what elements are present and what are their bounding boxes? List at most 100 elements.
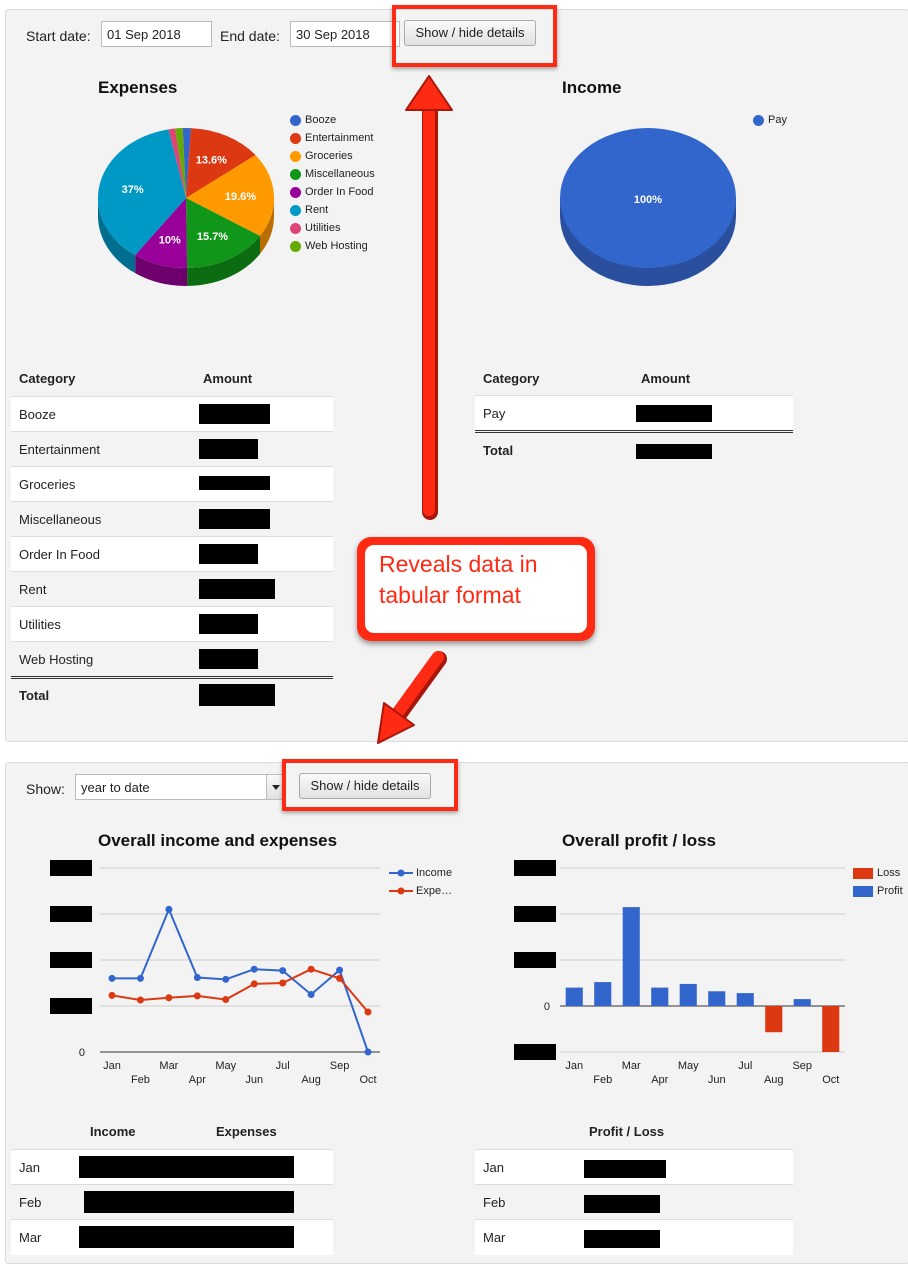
redacted-value [584, 1230, 660, 1248]
start-date-input[interactable]: 01 Sep 2018 [101, 21, 212, 47]
pie-slice [98, 129, 186, 256]
arrow-down-left-icon [377, 651, 447, 744]
redacted-value [199, 579, 275, 599]
income-pie-chart: 100% [560, 128, 736, 286]
legend-item-booze: Booze [290, 114, 336, 126]
legend-label: Rent [305, 204, 329, 216]
bar [736, 993, 754, 1006]
legend-item-miscellaneous: Miscellaneous [290, 168, 375, 180]
bar [679, 983, 697, 1006]
data-point [222, 975, 230, 983]
legend-swatch [290, 240, 301, 252]
x-tick-label: Jul [276, 1060, 290, 1072]
data-point [136, 974, 144, 982]
legend-income: Income [389, 867, 452, 879]
legend-label: Order In Food [305, 186, 374, 198]
pie-slice-side [98, 198, 136, 274]
legend-loss-label: Loss [877, 867, 901, 879]
profit-loss-bar-chart: 0 Jan Feb Mar Apr May Jun Jul Aug Sep Oct [514, 860, 845, 1086]
show-period-label: Show: [26, 781, 65, 797]
data-point [364, 1008, 372, 1016]
bar [765, 1006, 783, 1033]
income-total-separator [475, 430, 793, 433]
x-tick-label: Oct [359, 1074, 376, 1086]
legend-label: Groceries [305, 150, 353, 162]
expenses-row-label: Groceries [19, 477, 76, 492]
expenses-chart-title: Expenses [98, 78, 178, 97]
pie-slice-side [135, 255, 188, 286]
legend-swatch [290, 150, 301, 162]
bar [708, 991, 726, 1006]
end-date-input[interactable]: 30 Sep 2018 [290, 21, 400, 47]
legend-income-swatch [389, 869, 413, 877]
redacted-axis-label [50, 906, 92, 922]
redacted-axis-label [50, 998, 92, 1014]
income-table-header-amount: Amount [641, 371, 691, 386]
legend-label: Utilities [305, 222, 341, 234]
x-tick-label: Jun [245, 1074, 263, 1086]
profit-loss-chart-title: Overall profit / loss [562, 831, 716, 850]
redacted-value [199, 509, 270, 529]
legend-label: Web Hosting [305, 240, 368, 252]
chevron-down-icon[interactable] [266, 775, 285, 799]
pie-slice [168, 128, 186, 198]
table-row: Mar [475, 1219, 793, 1255]
pie-slice [174, 128, 186, 198]
show-hide-details-button[interactable]: Show / hide details [404, 20, 536, 46]
bar [594, 982, 612, 1006]
expenses-row-label: Miscellaneous [19, 512, 102, 527]
redacted-value [199, 404, 270, 424]
period-select-value: year to date [81, 780, 150, 795]
x-tick-label: Jul [738, 1060, 752, 1072]
legend-swatch [290, 204, 301, 216]
redacted-value [199, 476, 270, 490]
legend-item-groceries: Groceries [290, 150, 353, 162]
legend-pay-label: Pay [768, 114, 787, 126]
data-point [336, 974, 344, 982]
pie-slice-side [187, 235, 261, 286]
pie-slice-label: 15.7% [197, 231, 228, 243]
pie-slice-label: 13.6% [196, 155, 227, 167]
data-point [250, 980, 258, 988]
legend-swatch [290, 222, 301, 234]
expenses-row-label: Web Hosting [19, 652, 94, 667]
expenses-total-label: Total [19, 688, 50, 703]
legend-profit-label: Profit [877, 885, 903, 897]
expenses-total-separator [11, 676, 333, 679]
pie-slice-side [260, 198, 274, 254]
redacted-value [79, 1226, 294, 1248]
legend-item-order-in-food: Order In Food [290, 186, 373, 198]
bar [622, 907, 640, 1006]
expenses-row-label: Utilities [19, 617, 61, 632]
legend-expenses-label: Expe… [416, 885, 453, 897]
expenses-row-label: Booze [19, 407, 56, 422]
legend-item-entertainment: Entertainment [290, 132, 373, 144]
redacted-value [584, 1195, 660, 1213]
show-hide-details-button-2[interactable]: Show / hide details [299, 773, 431, 799]
bar [565, 987, 583, 1006]
start-date-label: Start date: [26, 28, 91, 44]
callout-line-2: tabular format [379, 582, 521, 608]
data-point [193, 973, 201, 981]
data-point [307, 991, 315, 998]
table-row: Order In Food [11, 536, 333, 572]
data-point [136, 996, 144, 1004]
x-tick-label: Feb [593, 1074, 612, 1086]
series-line-income [112, 906, 369, 1053]
redacted-axis-label [50, 952, 92, 968]
series-line-expenses [111, 968, 369, 1013]
x-tick-label: Apr [651, 1074, 668, 1086]
expenses-table: Category Amount Booze Entertainment Grocer… [11, 360, 333, 720]
redacted-value [199, 649, 258, 669]
data-point [165, 905, 173, 913]
redacted-value [584, 1160, 666, 1178]
period-select[interactable]: year to date [75, 774, 286, 800]
legend-swatch [290, 114, 301, 126]
pie-slice [186, 198, 261, 268]
legend-swatch [290, 186, 301, 198]
table-row: Utilities [11, 606, 333, 642]
income-expenses-header-expenses: Expenses [216, 1124, 277, 1139]
x-tick-label: Feb [131, 1074, 150, 1086]
data-point [165, 994, 173, 1002]
redacted-value [199, 614, 258, 634]
